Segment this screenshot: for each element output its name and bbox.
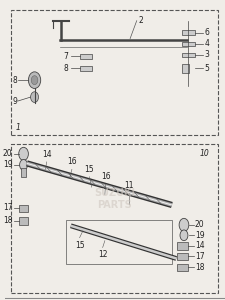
Bar — [11, 10, 217, 135]
Circle shape — [31, 76, 38, 85]
Text: 8: 8 — [12, 76, 17, 85]
Text: 8: 8 — [64, 64, 68, 73]
Bar — [182, 64, 188, 73]
Bar — [66, 220, 171, 264]
Text: 14: 14 — [194, 241, 204, 250]
Text: 4: 4 — [204, 39, 209, 48]
Bar — [11, 144, 217, 293]
Text: 15: 15 — [74, 241, 84, 250]
Text: 15: 15 — [84, 165, 94, 174]
Text: 18: 18 — [194, 263, 204, 272]
Text: 16: 16 — [67, 157, 76, 166]
Text: 16: 16 — [100, 172, 110, 181]
Text: 19: 19 — [3, 160, 13, 169]
Bar — [182, 52, 194, 57]
Text: 9: 9 — [12, 97, 17, 106]
Text: 14: 14 — [42, 150, 51, 159]
Circle shape — [28, 72, 40, 88]
Text: 6: 6 — [204, 28, 209, 37]
Text: 7: 7 — [63, 52, 68, 61]
Text: 12: 12 — [97, 250, 107, 260]
Text: 18: 18 — [3, 216, 13, 225]
Bar — [182, 30, 194, 35]
Circle shape — [19, 147, 28, 161]
Text: 17: 17 — [3, 203, 13, 212]
Text: 20: 20 — [194, 220, 204, 230]
Bar — [182, 41, 194, 46]
Text: SUZUKI
PARTS: SUZUKI PARTS — [94, 188, 135, 210]
Circle shape — [20, 160, 27, 170]
Text: 17: 17 — [194, 252, 204, 261]
Bar — [177, 242, 187, 250]
Text: 19: 19 — [194, 231, 204, 240]
Text: 2: 2 — [138, 16, 143, 25]
Bar — [79, 54, 91, 59]
Text: 3: 3 — [204, 50, 209, 59]
Bar — [18, 218, 28, 225]
Bar — [21, 168, 26, 177]
Text: 11: 11 — [124, 181, 133, 190]
Bar — [18, 205, 28, 212]
Text: 10: 10 — [199, 148, 208, 158]
Bar — [79, 66, 91, 71]
Bar — [177, 253, 187, 260]
Bar — [177, 264, 187, 271]
Circle shape — [30, 92, 38, 102]
Text: 5: 5 — [204, 64, 209, 73]
Circle shape — [179, 230, 187, 241]
Circle shape — [178, 218, 188, 231]
Text: 1: 1 — [16, 123, 21, 132]
Text: 20: 20 — [3, 149, 13, 158]
